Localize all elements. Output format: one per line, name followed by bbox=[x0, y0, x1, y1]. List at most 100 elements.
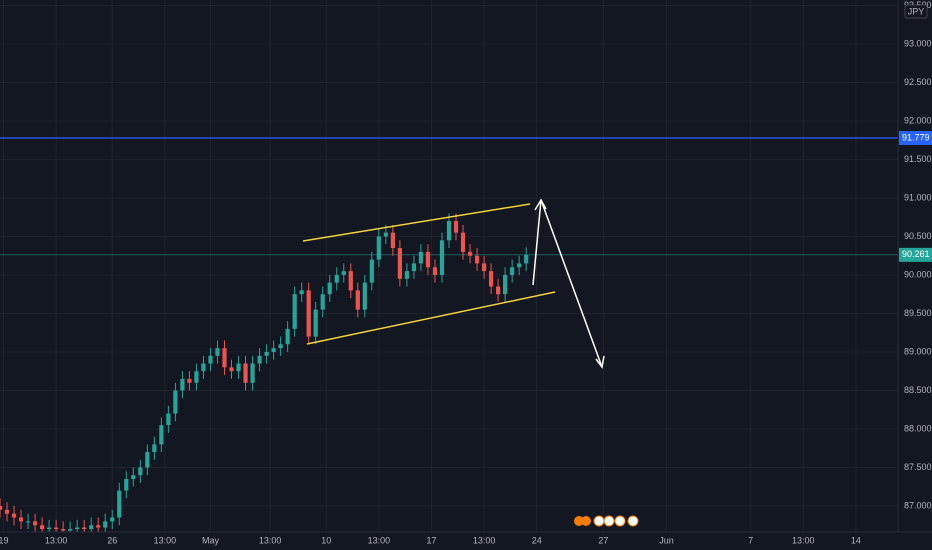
candle-body bbox=[173, 390, 178, 414]
y-tick-label: 88.500 bbox=[904, 385, 932, 395]
candle-body bbox=[152, 444, 157, 453]
candle-body bbox=[11, 513, 17, 518]
event-icon bbox=[603, 515, 615, 527]
candle-body bbox=[467, 251, 473, 256]
candle-body bbox=[243, 363, 248, 383]
candle-body bbox=[453, 221, 459, 233]
candle-body bbox=[369, 259, 374, 283]
candle-body bbox=[496, 286, 501, 295]
candle-body bbox=[194, 371, 199, 383]
candle-body bbox=[292, 294, 297, 329]
candle-body bbox=[39, 525, 45, 530]
x-tick-label: Jun bbox=[659, 535, 674, 545]
candle-body bbox=[124, 479, 129, 491]
candle-body bbox=[82, 527, 87, 530]
y-tick-label: 87.000 bbox=[904, 500, 932, 510]
channel-upper bbox=[302, 203, 531, 242]
event-icon bbox=[581, 516, 591, 526]
event-icon bbox=[574, 516, 584, 526]
y-tick-label: 92.500 bbox=[904, 77, 932, 87]
candle-body bbox=[474, 255, 480, 264]
candle-body bbox=[159, 425, 164, 445]
candles bbox=[0, 213, 529, 539]
price-lines bbox=[0, 137, 898, 256]
price-label: 90.261 bbox=[902, 249, 930, 259]
candle-body bbox=[61, 529, 66, 531]
x-tick-label: 24 bbox=[532, 535, 542, 545]
x-tick-label: 17 bbox=[426, 535, 436, 545]
candle-body bbox=[327, 282, 332, 295]
candle-body bbox=[75, 527, 80, 530]
candle-body bbox=[0, 505, 3, 510]
candle-body bbox=[334, 274, 339, 283]
candle-body bbox=[524, 254, 529, 264]
x-tick-label: 10 bbox=[321, 535, 331, 545]
candle-body bbox=[257, 355, 262, 364]
candle-body bbox=[110, 517, 115, 522]
candle-body bbox=[488, 271, 494, 287]
event-icons bbox=[574, 515, 639, 527]
candle-body bbox=[222, 348, 227, 368]
price-label: 91.779 bbox=[902, 132, 930, 142]
candle-body bbox=[68, 529, 73, 531]
candle-body bbox=[432, 267, 438, 275]
candle-body bbox=[32, 521, 38, 526]
candle-body bbox=[117, 490, 122, 518]
candle-body bbox=[446, 221, 452, 241]
candle-body bbox=[187, 378, 192, 383]
y-tick-label: 91.500 bbox=[904, 154, 932, 164]
y-tick-label: 89.000 bbox=[904, 346, 932, 356]
arrow-head bbox=[595, 355, 605, 369]
candle-body bbox=[264, 351, 269, 356]
candle-body bbox=[313, 309, 318, 337]
x-tick-label: May bbox=[202, 535, 220, 545]
arrow-head bbox=[534, 198, 547, 211]
time-axis bbox=[0, 532, 932, 550]
candle-body bbox=[208, 355, 213, 364]
candle-body bbox=[271, 348, 276, 352]
candle-body bbox=[96, 525, 101, 528]
y-tick-label: 93.000 bbox=[904, 38, 932, 48]
x-tick-label: 19 bbox=[0, 535, 9, 545]
channel-lower bbox=[306, 291, 556, 345]
x-tick-label: 27 bbox=[598, 535, 608, 545]
candle-body bbox=[89, 525, 94, 530]
candle-body bbox=[103, 521, 108, 528]
candle-body bbox=[166, 413, 171, 426]
candle-body bbox=[54, 527, 59, 530]
y-tick-label: 88.000 bbox=[904, 423, 932, 433]
event-icon bbox=[627, 515, 639, 527]
candle-body bbox=[299, 290, 304, 295]
x-tick-label: 13:00 bbox=[368, 535, 391, 545]
y-tick-label: 87.500 bbox=[904, 462, 932, 472]
x-tick-label: 13:00 bbox=[154, 535, 177, 545]
candle-body bbox=[145, 452, 150, 468]
currency-box bbox=[904, 4, 928, 19]
currency: JPY bbox=[908, 6, 925, 16]
price-label-box bbox=[899, 247, 932, 262]
candle-body bbox=[404, 271, 410, 279]
y-tick-label: 92.000 bbox=[904, 115, 932, 125]
candle-body bbox=[320, 294, 325, 310]
candle-body bbox=[418, 251, 424, 264]
candle-body bbox=[138, 467, 143, 476]
candle-body bbox=[201, 363, 206, 372]
candle-body bbox=[481, 263, 487, 272]
candle-body bbox=[215, 348, 220, 356]
candle-body bbox=[348, 271, 353, 291]
candle-body bbox=[383, 232, 388, 237]
candle-body bbox=[376, 236, 381, 260]
drawings bbox=[302, 198, 605, 369]
candle-body bbox=[236, 363, 241, 372]
event-icon bbox=[593, 515, 605, 527]
candle-body bbox=[425, 251, 431, 268]
candle-body bbox=[250, 363, 255, 383]
x-tick-label: 14 bbox=[851, 535, 861, 545]
y-tick-label: 90.000 bbox=[904, 269, 932, 279]
y-tick-label: 89.500 bbox=[904, 308, 932, 318]
x-tick-label: 13:00 bbox=[473, 535, 496, 545]
candle-body bbox=[390, 232, 395, 249]
candle-body bbox=[229, 367, 234, 372]
